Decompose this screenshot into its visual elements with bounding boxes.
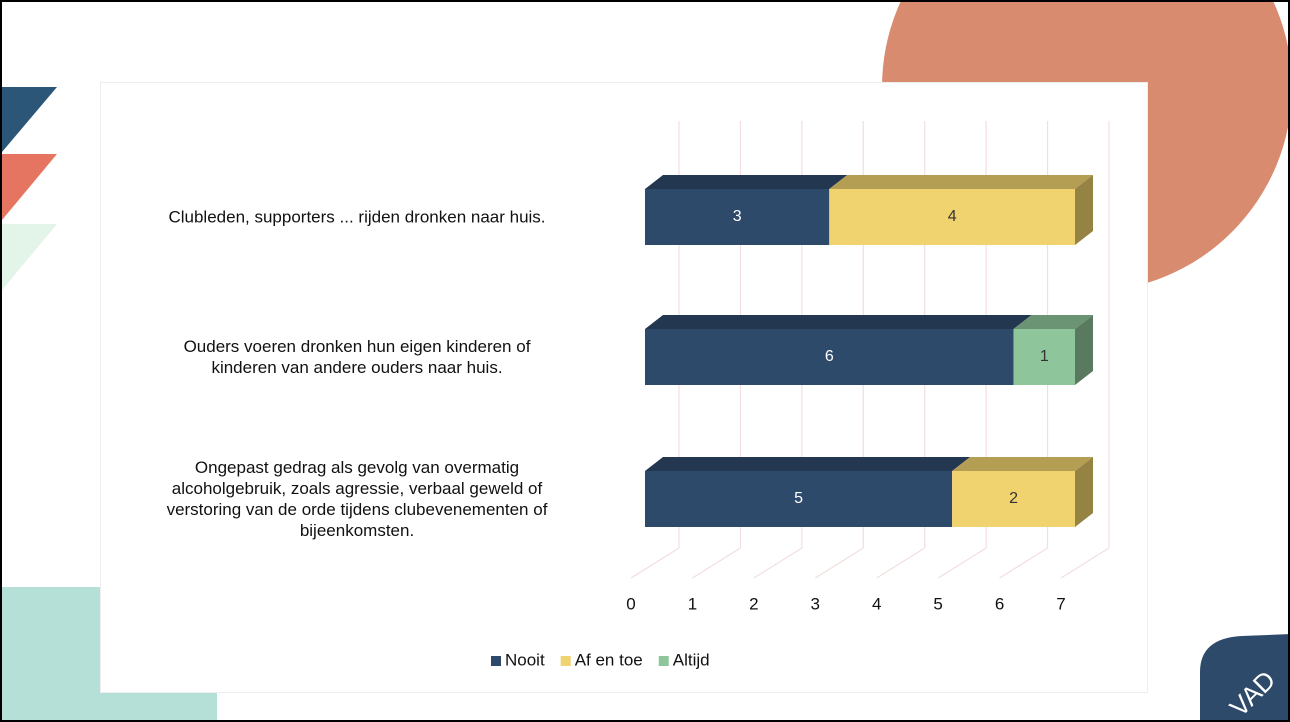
grid-line bbox=[877, 548, 925, 578]
bar-top bbox=[645, 175, 847, 189]
deco-triangle bbox=[2, 224, 57, 290]
x-tick-label: 1 bbox=[688, 594, 697, 613]
value-label: 4 bbox=[948, 208, 957, 225]
value-label: 2 bbox=[1009, 490, 1018, 507]
legend-label: Altijd bbox=[673, 650, 710, 669]
value-label: 1 bbox=[1040, 348, 1049, 365]
x-tick-label: 0 bbox=[626, 594, 635, 613]
value-label: 5 bbox=[794, 490, 803, 507]
legend-swatch bbox=[561, 656, 571, 666]
bar-segment bbox=[645, 175, 847, 245]
bar-top bbox=[952, 457, 1093, 471]
bar-top bbox=[645, 457, 970, 471]
x-tick-label: 4 bbox=[872, 594, 881, 613]
grid-line bbox=[938, 548, 986, 578]
bar-segment bbox=[829, 175, 1093, 245]
grid-line bbox=[754, 548, 802, 578]
legend-swatch bbox=[491, 656, 501, 666]
value-label: 6 bbox=[825, 348, 834, 365]
legend-label: Nooit bbox=[505, 650, 545, 669]
x-tick-label: 6 bbox=[995, 594, 1004, 613]
grid-line bbox=[692, 548, 740, 578]
slide: VAD Clubleden, supporters ... rijden dro… bbox=[0, 0, 1290, 722]
legend-label: Af en toe bbox=[575, 650, 643, 669]
x-tick-label: 5 bbox=[933, 594, 942, 613]
chart: 0 1 2 3 4 5 6 7 3 4 6 1 5 2 Nooit Af en toe Altijd bbox=[101, 83, 1147, 692]
deco-triangle bbox=[2, 87, 57, 152]
chart-panel: Clubleden, supporters ... rijden dronken… bbox=[100, 82, 1148, 693]
x-tick-label: 3 bbox=[811, 594, 820, 613]
grid-line bbox=[1061, 548, 1109, 578]
grid-line bbox=[1000, 548, 1048, 578]
grid-line bbox=[815, 548, 863, 578]
bar-top bbox=[829, 175, 1093, 189]
value-label: 3 bbox=[733, 208, 742, 225]
bar-top bbox=[645, 315, 1032, 329]
grid-line bbox=[631, 548, 679, 578]
bar-segment bbox=[645, 457, 970, 527]
x-tick-label: 2 bbox=[749, 594, 758, 613]
x-tick-label: 7 bbox=[1056, 594, 1065, 613]
legend-swatch bbox=[659, 656, 669, 666]
bar-segment bbox=[645, 315, 1032, 385]
bar-segment bbox=[952, 457, 1093, 527]
deco-triangle bbox=[2, 154, 57, 220]
